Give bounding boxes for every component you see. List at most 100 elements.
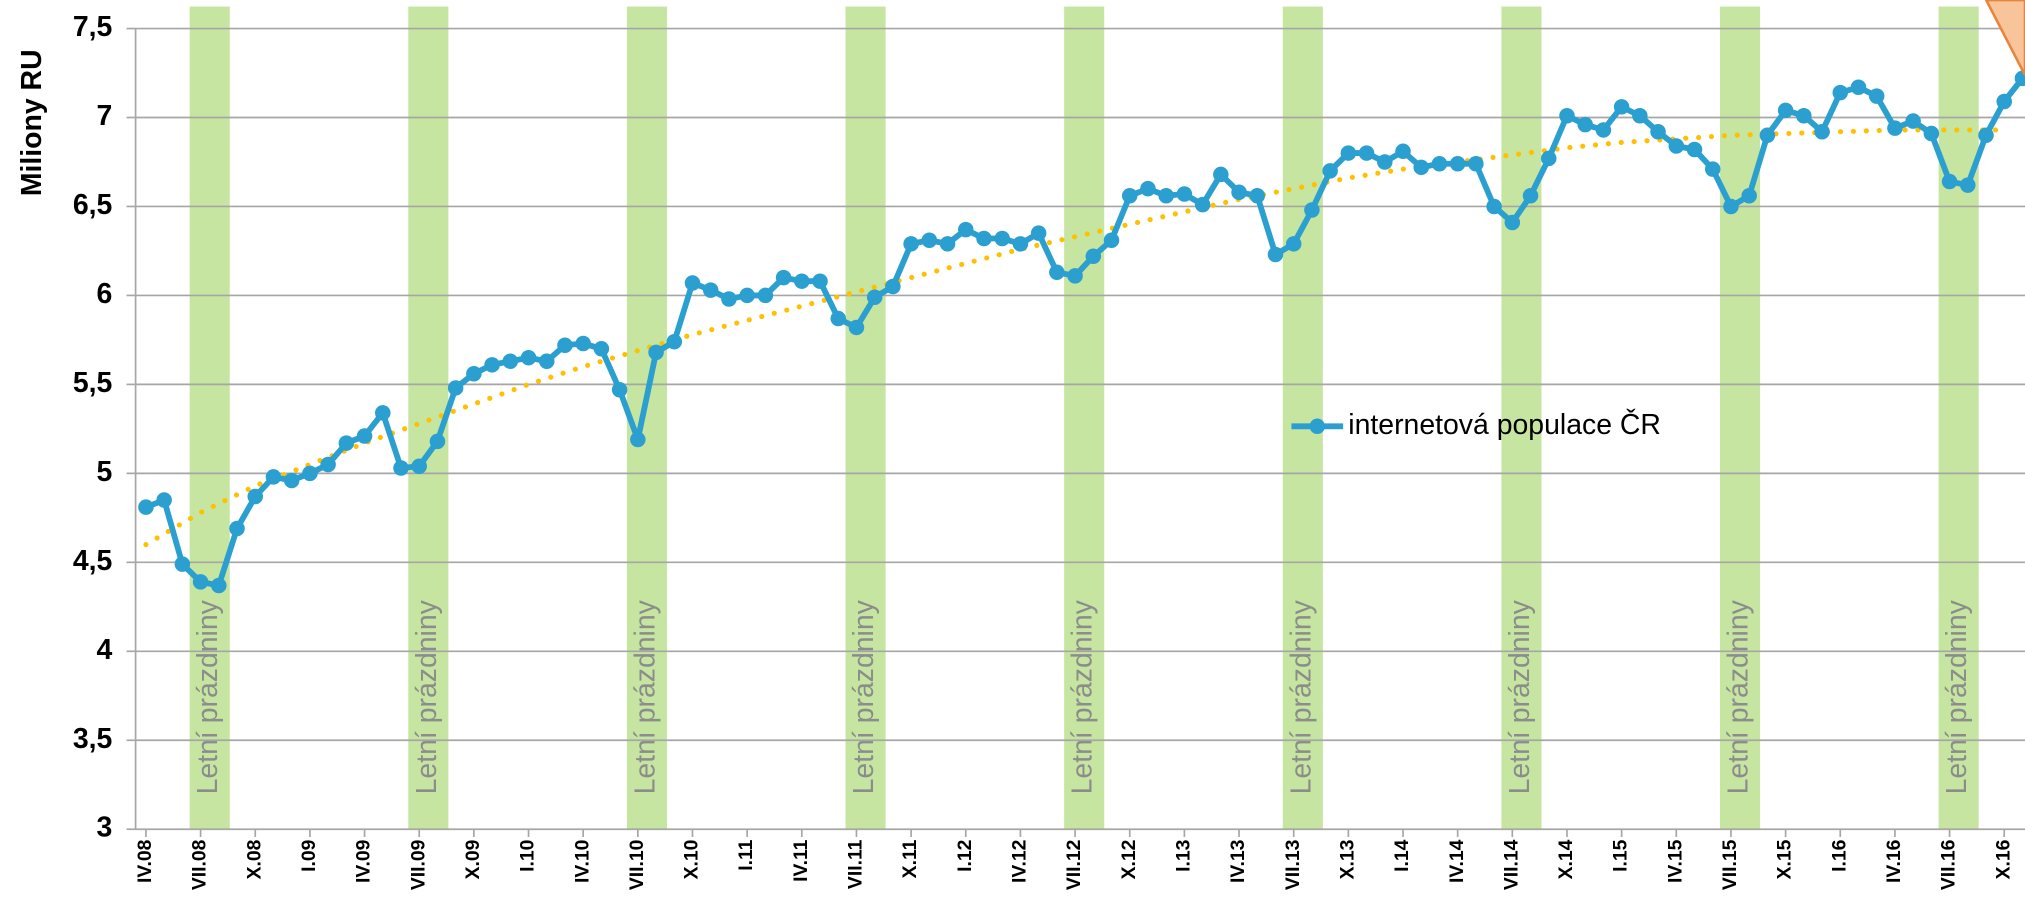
data-point — [1249, 188, 1266, 204]
data-point — [1978, 127, 1994, 144]
data-point — [2014, 70, 2025, 87]
data-point — [411, 458, 427, 474]
x-tick-label: IV.16 — [1883, 839, 1905, 883]
data-point — [1377, 154, 1393, 170]
x-tick-label: X.15 — [1774, 839, 1796, 879]
data-point — [1759, 127, 1776, 144]
summer-bands: Letní prázdniny Letní prázdniny Letní práz… — [189, 6, 1979, 830]
data-point — [648, 344, 664, 361]
data-point — [1850, 79, 1867, 95]
summer-band — [1282, 6, 1323, 830]
x-tick-label: X.13 — [1336, 839, 1358, 879]
data-point — [1905, 113, 1921, 129]
data-point — [702, 282, 719, 298]
y-tick-label: 7 — [97, 100, 113, 132]
x-tick-label: I.10 — [517, 840, 539, 872]
y-tick-label: 4 — [97, 634, 113, 666]
y-axis-label: Miliony RU — [16, 49, 48, 196]
data-point — [1577, 116, 1593, 133]
x-tick-label: VII.15 — [1719, 839, 1741, 890]
trendline — [143, 127, 2007, 548]
data-point — [1231, 184, 1247, 200]
x-tick-label: I.13 — [1173, 839, 1195, 872]
data-point — [1960, 177, 1976, 193]
data-point — [1832, 84, 1849, 101]
data-point — [1868, 88, 1885, 104]
summer-band — [189, 6, 230, 830]
data-point — [1723, 198, 1739, 215]
x-tick-label: I.12 — [954, 840, 976, 872]
y-tick-label: 3 — [97, 812, 113, 844]
data-point — [630, 431, 646, 448]
data-point — [1431, 156, 1448, 172]
data-point — [958, 221, 974, 238]
data-point — [484, 357, 500, 373]
y-tick-label: 3,5 — [73, 723, 113, 755]
data-point — [994, 230, 1010, 247]
band-label: Letní prázdniny — [1941, 599, 1973, 794]
data-point — [1814, 123, 1830, 140]
data-point — [1194, 196, 1211, 213]
data-point — [739, 287, 755, 304]
data-point — [1158, 188, 1174, 204]
x-tick-label: X.14 — [1555, 839, 1577, 879]
data-point — [593, 341, 610, 357]
x-tick-label: X.12 — [1118, 840, 1140, 880]
data-point — [538, 353, 555, 370]
data-point — [192, 574, 209, 590]
data-point — [1267, 246, 1284, 263]
x-tick-label: IV.11 — [790, 839, 812, 882]
x-tick-label: I.11 — [735, 839, 757, 870]
x-tick-label: I.14 — [1391, 839, 1413, 872]
y-tick-label: 7,5 — [73, 11, 113, 43]
data-point — [1595, 122, 1612, 138]
x-tick-label: X.11 — [899, 839, 921, 878]
data-point — [775, 269, 792, 286]
x-tick-label: VII.13 — [1282, 839, 1304, 890]
band-label: Letní prázdniny — [848, 599, 880, 794]
data-point — [830, 310, 846, 327]
data-point — [611, 381, 628, 398]
summer-band — [1938, 6, 1979, 830]
x-tick-label: X.09 — [462, 839, 484, 879]
summer-band — [1720, 6, 1761, 830]
data-point — [229, 520, 245, 537]
data-point — [1923, 125, 1940, 142]
data-point — [1504, 214, 1521, 231]
x-tick-label: VII.09 — [407, 839, 429, 890]
summer-band — [1064, 6, 1105, 830]
data-point — [1030, 225, 1047, 241]
data-point — [1213, 166, 1229, 183]
data-point — [1941, 173, 1958, 190]
legend-marker — [1309, 418, 1326, 435]
data-point — [393, 460, 409, 476]
data-point — [1996, 93, 2012, 110]
data-point — [174, 556, 191, 572]
data-point — [1340, 145, 1357, 161]
summer-band — [626, 6, 667, 830]
data-point — [1486, 198, 1502, 215]
data-point — [575, 335, 591, 352]
data-point — [247, 488, 263, 505]
data-point — [138, 499, 154, 515]
data-point — [1522, 188, 1539, 204]
data-point — [684, 275, 701, 291]
data-point — [757, 287, 774, 304]
data-point — [520, 349, 537, 366]
data-point — [557, 337, 573, 353]
data-point — [338, 435, 355, 451]
data-point — [429, 433, 446, 450]
data-point — [1304, 202, 1320, 218]
data-point — [1704, 161, 1721, 177]
data-point — [1121, 188, 1138, 204]
y-tick-label: 4,5 — [73, 545, 113, 577]
x-tick-label: IV.10 — [571, 840, 593, 883]
data-point — [976, 230, 992, 247]
data-point — [1103, 232, 1120, 249]
summer-band — [845, 6, 886, 830]
data-point — [1777, 102, 1794, 119]
x-tick-label: I.15 — [1610, 839, 1632, 872]
data-point — [1559, 107, 1575, 124]
data-point — [921, 232, 938, 249]
